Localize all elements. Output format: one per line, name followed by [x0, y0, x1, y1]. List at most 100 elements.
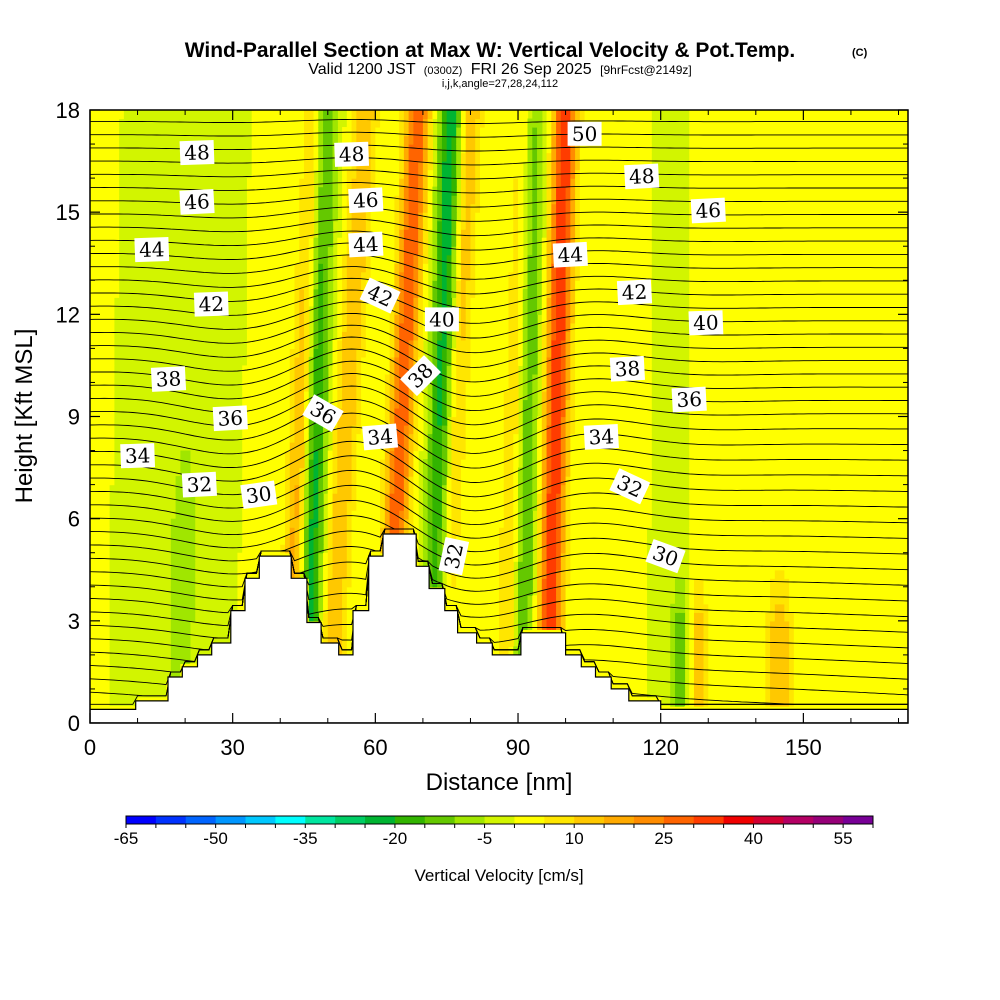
- velocity-cell: [413, 280, 419, 290]
- velocity-cell: [256, 442, 262, 452]
- velocity-cell: [489, 203, 495, 213]
- velocity-cell: [380, 476, 386, 486]
- velocity-cell: [403, 246, 410, 256]
- velocity-cell: [503, 552, 510, 562]
- velocity-cell: [532, 118, 538, 128]
- velocity-cell: [351, 382, 357, 392]
- velocity-cell: [408, 161, 414, 171]
- velocity-cell: [503, 178, 510, 188]
- velocity-cell: [280, 442, 286, 452]
- velocity-cell: [494, 493, 500, 503]
- velocity-cell: [365, 305, 372, 315]
- velocity-cell: [332, 127, 338, 137]
- velocity-cell: [280, 535, 286, 545]
- velocity-cell: [399, 127, 405, 137]
- velocity-cell: [460, 586, 467, 596]
- velocity-cell: [327, 127, 334, 137]
- velocity-cell: [437, 339, 443, 349]
- velocity-cell: [90, 229, 96, 239]
- velocity-cell: [261, 152, 267, 162]
- velocity-cell: [318, 263, 324, 273]
- velocity-cell: [251, 561, 258, 571]
- velocity-cell: [308, 442, 315, 452]
- velocity-cell: [109, 450, 115, 460]
- velocity-cell: [437, 246, 443, 256]
- velocity-cell: [280, 510, 286, 520]
- velocity-cell: [356, 305, 362, 315]
- velocity-cell: [427, 407, 434, 418]
- velocity-cell: [90, 510, 96, 520]
- velocity-cell: [441, 425, 448, 435]
- velocity-cell: [356, 561, 362, 571]
- velocity-cell: [299, 399, 305, 409]
- velocity-cell: [265, 459, 272, 469]
- velocity-cell: [94, 305, 101, 315]
- velocity-cell: [270, 161, 277, 171]
- velocity-cell: [189, 544, 196, 554]
- velocity-cell: [384, 135, 391, 145]
- velocity-cell: [99, 663, 105, 673]
- velocity-cell: [460, 263, 467, 273]
- velocity-cell: [475, 263, 481, 273]
- velocity-cell: [237, 552, 243, 562]
- velocity-cell: [418, 407, 424, 418]
- velocity-cell: [332, 442, 338, 452]
- velocity-cell: [251, 433, 258, 443]
- velocity-cell: [418, 135, 424, 145]
- velocity-cell: [508, 637, 514, 647]
- velocity-cell: [394, 484, 400, 494]
- velocity-cell: [284, 510, 291, 520]
- velocity-cell: [403, 365, 410, 375]
- velocity-cell: [351, 433, 357, 443]
- velocity-cell: [399, 407, 405, 418]
- velocity-cell: [289, 373, 296, 384]
- velocity-cell: [441, 501, 448, 511]
- velocity-cell: [104, 459, 110, 469]
- velocity-cell: [304, 288, 310, 298]
- velocity-cell: [294, 484, 300, 494]
- velocity-cell: [356, 459, 362, 469]
- velocity-cell: [104, 697, 110, 707]
- velocity-cell: [489, 552, 495, 562]
- velocity-cell: [342, 518, 348, 528]
- velocity-cell: [313, 382, 319, 392]
- velocity-cell: [365, 339, 372, 349]
- velocity-cell: [484, 569, 491, 579]
- velocity-cell: [489, 339, 495, 349]
- velocity-cell: [265, 407, 272, 418]
- velocity-cell: [503, 348, 510, 358]
- velocity-cell: [370, 373, 376, 384]
- velocity-cell: [365, 212, 372, 222]
- velocity-cell: [94, 331, 101, 341]
- velocity-cell: [175, 544, 181, 554]
- velocity-cell: [399, 178, 405, 188]
- velocity-cell: [422, 195, 429, 205]
- velocity-cell: [299, 152, 305, 162]
- velocity-cell: [113, 135, 120, 145]
- velocity-cell: [465, 407, 472, 418]
- velocity-cell: [304, 322, 310, 332]
- velocity-cell: [94, 493, 101, 503]
- velocity-cell: [437, 237, 443, 247]
- velocity-cell: [508, 484, 514, 494]
- velocity-cell: [484, 459, 491, 469]
- velocity-cell: [185, 544, 191, 554]
- velocity-cell: [113, 220, 120, 230]
- velocity-cell: [394, 527, 400, 537]
- velocity-cell: [503, 518, 510, 528]
- velocity-cell: [484, 620, 491, 630]
- velocity-cell: [394, 407, 400, 418]
- velocity-cell: [289, 425, 296, 435]
- velocity-cell: [380, 382, 386, 392]
- velocity-cell: [408, 212, 414, 222]
- velocity-cell: [99, 637, 105, 647]
- velocity-cell: [413, 152, 419, 162]
- velocity-cell: [470, 442, 476, 452]
- velocity-cell: [489, 178, 495, 188]
- velocity-cell: [356, 603, 362, 613]
- velocity-cell: [441, 220, 448, 230]
- velocity-cell: [399, 280, 405, 290]
- velocity-cell: [323, 390, 329, 401]
- velocity-cell: [494, 365, 500, 375]
- velocity-cell: [541, 237, 548, 247]
